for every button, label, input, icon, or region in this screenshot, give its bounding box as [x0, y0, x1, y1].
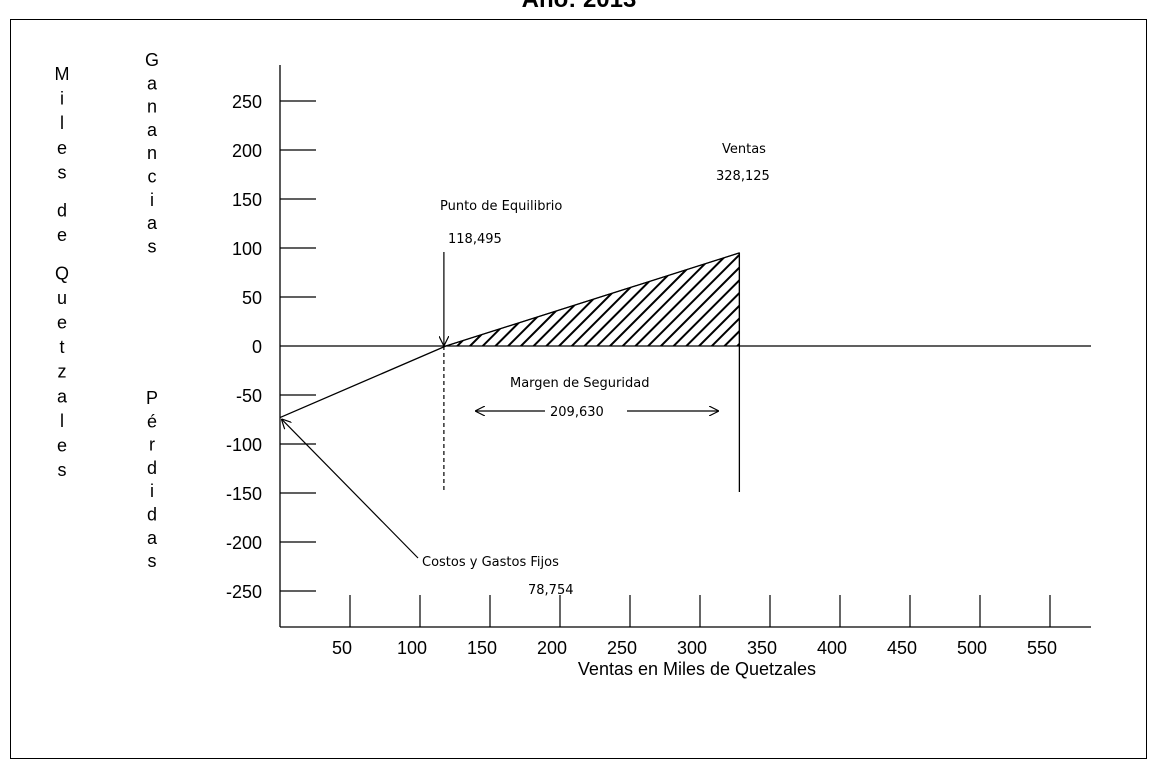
axis-label-letter: i [150, 190, 154, 210]
axis-label-letter: l [60, 411, 64, 431]
axis-label-letter: s [148, 551, 157, 571]
axis-label-letter: i [150, 481, 154, 501]
sales-label: Ventas [722, 142, 766, 157]
y-tick-label: -150 [226, 484, 262, 504]
x-tick-label: 400 [817, 638, 847, 658]
fixed-costs-arrow [282, 420, 419, 559]
x-tick-label: 50 [332, 638, 352, 658]
y-tick: -100 [226, 435, 316, 455]
y-tick-label: -100 [226, 435, 262, 455]
y-tick-label: 100 [232, 239, 262, 259]
profit-loss-line [279, 252, 740, 419]
x-tick: 350 [747, 595, 777, 658]
x-tick-label: 150 [467, 638, 497, 658]
y-tick: 0 [252, 337, 262, 357]
x-tick: 200 [537, 595, 567, 658]
y-tick: -250 [226, 582, 316, 602]
x-tick: 50 [332, 595, 352, 658]
x-tick: 150 [467, 595, 497, 658]
chart-title: Año: 2013 [0, 0, 1158, 14]
x-tick-label: 350 [747, 638, 777, 658]
x-tick-label: 200 [537, 638, 567, 658]
x-tick-label: 300 [677, 638, 707, 658]
axis-label-letter: Q [55, 263, 69, 283]
axis-label-letter: z [58, 362, 67, 382]
axis-label-letter: s [58, 162, 67, 182]
axis-label-letter: n [147, 97, 157, 117]
axis-label-letter: d [147, 458, 157, 478]
y-tick: 150 [232, 190, 316, 210]
x-tick: 450 [887, 595, 917, 658]
axis-label-letter: a [147, 73, 158, 93]
axis-label-letter: G [145, 50, 159, 70]
axis-label-letter: M [55, 64, 70, 84]
x-tick-label: 500 [957, 638, 987, 658]
x-tick: 400 [817, 595, 847, 658]
x-tick-label: 550 [1027, 638, 1057, 658]
x-tick: 300 [677, 595, 707, 658]
y-tick-label: 50 [242, 288, 262, 308]
y-tick: -50 [236, 386, 316, 406]
axis-label-letter: r [149, 435, 155, 455]
axis-label-letter: a [57, 386, 68, 406]
y-tick: 200 [232, 141, 316, 161]
y-tick-label: 150 [232, 190, 262, 210]
x-tick: 550 [1027, 595, 1057, 658]
break-even-value: 118,495 [448, 232, 502, 247]
axis-label-letter: e [57, 225, 67, 245]
axis-label-letter: d [57, 201, 67, 221]
axis-label-letter: P [146, 388, 158, 408]
fixed-costs-label: Costos y Gastos Fijos [422, 555, 559, 570]
axis-label-letter: l [60, 113, 64, 133]
axis-label-letter: e [57, 435, 67, 455]
y-tick: -200 [226, 533, 316, 553]
axis-label-letter: n [147, 143, 157, 163]
x-tick-label: 250 [607, 638, 637, 658]
y-tick: -150 [226, 484, 316, 504]
x-tick: 100 [397, 595, 427, 658]
y-tick-label: -200 [226, 533, 262, 553]
axis-label-letter: e [57, 312, 67, 332]
margin-label: Margen de Seguridad [510, 376, 649, 391]
axis-label-letter: é [147, 411, 157, 431]
break-even-label: Punto de Equilibrio [440, 199, 562, 214]
x-tick: 500 [957, 595, 987, 658]
axis-label-letter: t [59, 337, 64, 357]
axis-label-letter: i [60, 89, 64, 109]
x-tick: 250 [607, 595, 637, 658]
x-axis-label: Ventas en Miles de Quetzales [578, 659, 816, 679]
y-tick-label: 0 [252, 337, 262, 357]
axis-label-letter: s [148, 236, 157, 256]
margin-value: 209,630 [550, 405, 604, 420]
y-tick: 100 [232, 239, 316, 259]
axis-label-letter: a [147, 528, 158, 548]
y-tick-label: -250 [226, 582, 262, 602]
y-tick: 250 [232, 92, 316, 112]
y-tick-label: -50 [236, 386, 262, 406]
axis-label-letter: u [57, 288, 67, 308]
sales-value: 328,125 [716, 169, 770, 184]
axis-label-letter: c [148, 167, 157, 187]
axis-label-letter: d [147, 505, 157, 525]
x-tick-label: 100 [397, 638, 427, 658]
x-tick-label: 450 [887, 638, 917, 658]
axis-label-letter: a [147, 213, 158, 233]
axis-label-letter: a [147, 120, 158, 140]
y-tick-label: 250 [232, 92, 262, 112]
y-tick: 50 [242, 288, 316, 308]
fixed-costs-value: 78,754 [528, 583, 574, 598]
axis-label-letter: s [58, 460, 67, 480]
y-tick-label: 200 [232, 141, 262, 161]
axis-label-letter: e [57, 138, 67, 158]
